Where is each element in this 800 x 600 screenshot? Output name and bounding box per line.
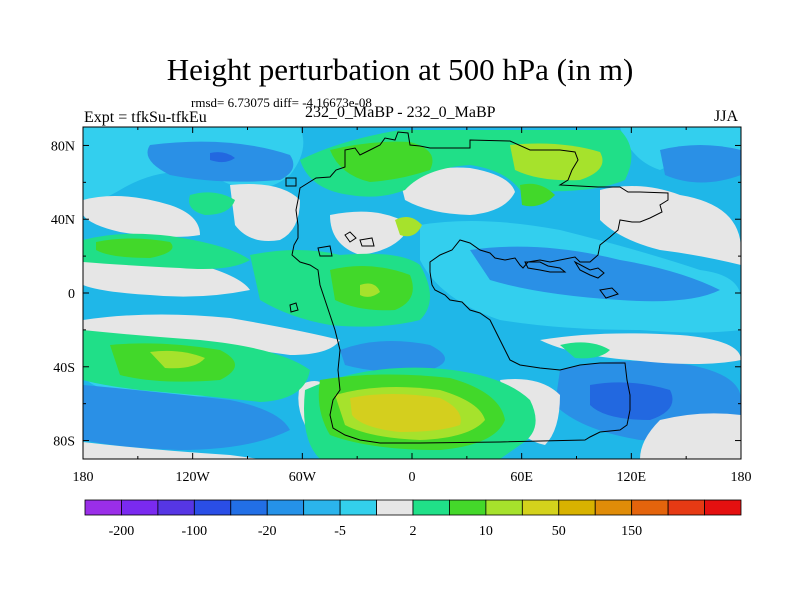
y-tick-label: 40S bbox=[53, 361, 75, 376]
contour-strong-pos bbox=[395, 216, 422, 237]
coastline-island bbox=[289, 302, 299, 313]
y-tick-label: 80N bbox=[51, 139, 75, 154]
contour-strong-pos bbox=[360, 283, 380, 297]
y-tick-label: 40N bbox=[51, 213, 75, 228]
coastline-pangea bbox=[291, 131, 669, 444]
colorbar-swatch bbox=[376, 499, 414, 516]
x-tick-label: 60E bbox=[510, 470, 533, 485]
contour-near-zero bbox=[83, 314, 340, 355]
coastline-inland-sea bbox=[573, 260, 605, 279]
plot-title: Height perturbation at 500 hPa (in m) bbox=[166, 52, 634, 87]
colorbar-label: -5 bbox=[334, 524, 346, 539]
contour-mod-pos bbox=[96, 238, 173, 258]
contour-mod-pos bbox=[520, 183, 555, 207]
colorbar-label: -100 bbox=[181, 524, 207, 539]
colorbar-swatch bbox=[521, 499, 560, 516]
colorbar-swatch bbox=[704, 499, 742, 516]
colorbar-swatch bbox=[157, 499, 195, 516]
x-axis: 180 120W 60W 0 60E 120E 180 bbox=[73, 127, 752, 485]
contour-near-zero bbox=[400, 167, 515, 215]
contour-strong-pos bbox=[150, 350, 205, 369]
x-tick-label: 60W bbox=[289, 470, 317, 485]
contour-near-zero bbox=[83, 442, 260, 459]
contour-near-zero bbox=[640, 413, 741, 459]
contour-near-zero bbox=[540, 333, 741, 364]
stats-label: rmsd= 6.73075 diff= -4.16673e-08 bbox=[191, 95, 372, 110]
colorbar-swatch bbox=[121, 499, 159, 516]
contour-near-zero bbox=[330, 211, 410, 255]
colorbar-label: 10 bbox=[479, 524, 493, 539]
colorbar-swatch bbox=[412, 499, 450, 516]
contour-mod-neg bbox=[660, 145, 741, 183]
colorbar-swatch bbox=[594, 499, 633, 516]
colorbar-swatch bbox=[266, 499, 305, 516]
colorbar-label: 50 bbox=[552, 524, 566, 539]
contour-weak-pos bbox=[189, 192, 235, 215]
colorbar-swatch bbox=[667, 499, 705, 516]
colorbar-swatch bbox=[84, 499, 122, 516]
contour-field bbox=[83, 127, 741, 459]
coastline-inland-sea bbox=[599, 287, 619, 299]
center-label: 232_0_MaBP - 232_0_MaBP bbox=[305, 104, 496, 121]
coastline-inland-sea bbox=[524, 261, 567, 273]
colorbar-swatch bbox=[485, 499, 523, 516]
contour-weak-pos bbox=[560, 342, 610, 359]
y-tick-label: 80S bbox=[53, 435, 75, 450]
colorbar-label: 2 bbox=[410, 524, 417, 539]
colorbar-swatch bbox=[631, 499, 669, 516]
coastline-inland-sea bbox=[317, 245, 333, 257]
x-tick-label: 120W bbox=[176, 470, 211, 485]
contour-mod-neg bbox=[83, 385, 290, 450]
contour-near-zero bbox=[83, 196, 200, 237]
contour-strong-neg bbox=[210, 152, 235, 163]
colorbar-label: -20 bbox=[258, 524, 277, 539]
colorbar-label: -200 bbox=[109, 524, 135, 539]
coastline-inland-sea bbox=[285, 177, 297, 187]
contour-mod-pos bbox=[330, 141, 433, 182]
contour-mod-neg bbox=[470, 246, 720, 302]
contour-mod-neg bbox=[340, 341, 445, 372]
colorbar-swatch bbox=[339, 499, 377, 516]
contour-near-zero bbox=[600, 186, 741, 265]
colorbar-label: 150 bbox=[621, 524, 642, 539]
colorbar-swatch bbox=[449, 499, 487, 516]
colorbar: -200 -100 -20 -5 2 10 50 150 bbox=[84, 499, 742, 539]
contour-strong-neg bbox=[590, 382, 673, 420]
contour-strong-pos bbox=[510, 143, 603, 181]
x-tick-label: 120E bbox=[617, 470, 647, 485]
coastlines bbox=[285, 131, 669, 444]
y-tick-label: 0 bbox=[68, 287, 75, 302]
contour-near-zero bbox=[230, 184, 300, 241]
experiment-label: Expt = tfkSu-tfkEu bbox=[84, 109, 207, 126]
season-label: JJA bbox=[714, 108, 739, 125]
x-tick-label: 180 bbox=[73, 470, 94, 485]
colorbar-swatch bbox=[193, 499, 232, 516]
coastline-inland-sea bbox=[344, 231, 357, 243]
x-tick-label: 180 bbox=[731, 470, 752, 485]
colorbar-swatch bbox=[558, 499, 596, 516]
coastline-inland-sea bbox=[359, 237, 375, 247]
contour-max-pos bbox=[350, 394, 461, 432]
y-axis: 80N 40N 0 40S 80S bbox=[51, 139, 741, 450]
colorbar-swatch bbox=[303, 499, 341, 516]
colorbar-swatch bbox=[230, 499, 268, 516]
x-tick-label: 0 bbox=[409, 470, 416, 485]
